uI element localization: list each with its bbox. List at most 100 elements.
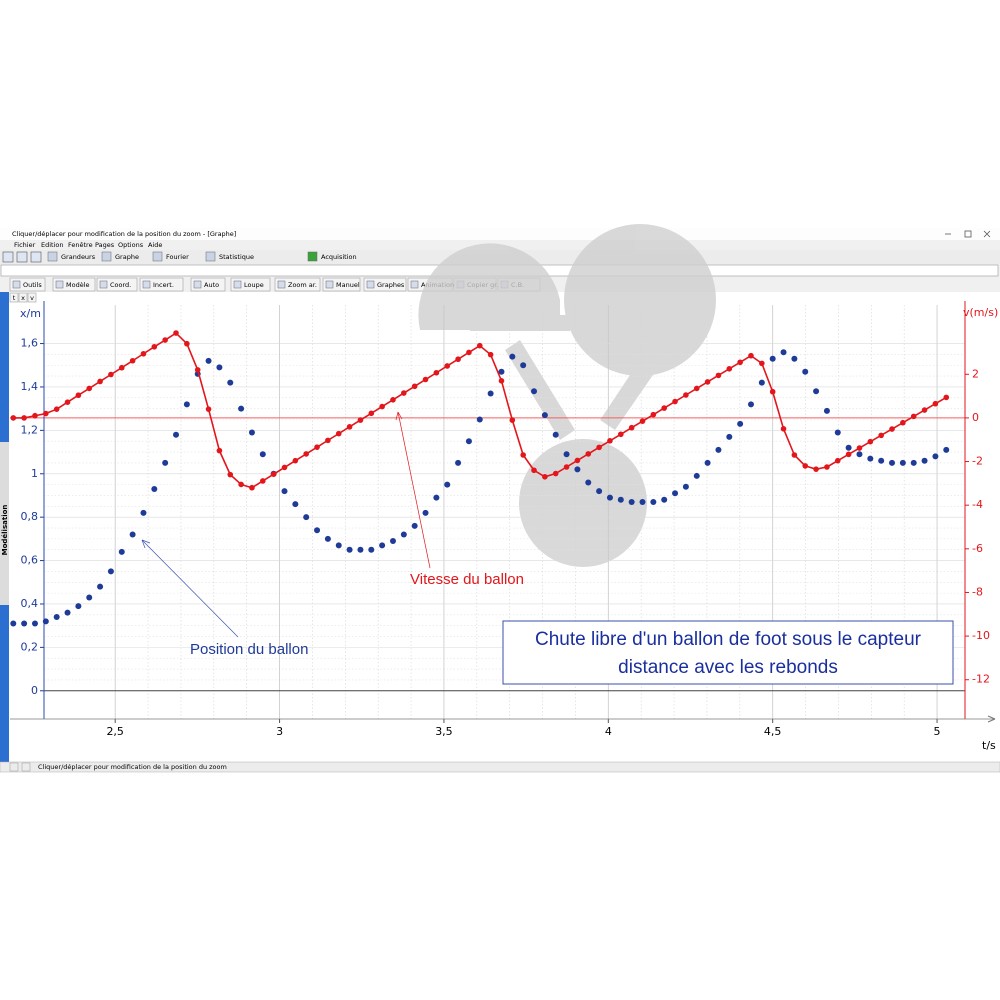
tool-icon[interactable] xyxy=(325,280,334,289)
tool-label[interactable]: Zoom ar. xyxy=(288,281,317,289)
data-point xyxy=(227,379,234,386)
menu-item[interactable]: Options xyxy=(118,241,144,249)
y2-tick-label: -8 xyxy=(972,585,983,598)
toolbar-icon[interactable] xyxy=(47,251,58,262)
data-point xyxy=(368,546,375,553)
tool-label[interactable]: Outils xyxy=(23,281,42,289)
data-point xyxy=(476,416,483,423)
tab[interactable] xyxy=(9,292,19,303)
tool-icon[interactable] xyxy=(277,280,286,289)
tool-label[interactable]: Auto xyxy=(204,281,219,289)
toolbar-icon[interactable] xyxy=(307,251,318,262)
data-point xyxy=(238,405,245,412)
tool-icon[interactable] xyxy=(99,280,108,289)
data-point xyxy=(379,403,385,410)
x-tick-label: 4 xyxy=(605,725,612,738)
data-point xyxy=(802,463,809,469)
data-point xyxy=(900,419,906,426)
data-point xyxy=(824,464,830,470)
data-point xyxy=(585,479,592,486)
toolbar-icon[interactable] xyxy=(152,251,163,262)
tool-button[interactable] xyxy=(363,277,407,292)
data-point xyxy=(780,426,787,432)
tool-icon[interactable] xyxy=(410,280,419,289)
tool-icon[interactable] xyxy=(55,280,64,289)
tool-icon[interactable] xyxy=(366,280,375,289)
tab-label[interactable]: x xyxy=(21,294,25,302)
menu-item[interactable]: Pages xyxy=(95,241,115,249)
toolbar-icon[interactable] xyxy=(16,251,28,263)
data-point xyxy=(802,368,809,375)
window-controls[interactable] xyxy=(945,230,991,238)
y-axis-label: x/m xyxy=(20,307,41,320)
y2-tick-label: -4 xyxy=(972,498,983,511)
tool-icon[interactable] xyxy=(142,280,151,289)
data-point xyxy=(715,446,722,453)
data-point xyxy=(118,364,125,371)
data-point xyxy=(129,531,136,538)
data-point xyxy=(932,400,939,407)
y2-tick-label: 2 xyxy=(972,367,979,380)
y-tick-label: 1,2 xyxy=(21,423,39,436)
annotation-arrow xyxy=(141,539,239,638)
data-point xyxy=(10,415,17,421)
data-point xyxy=(618,431,624,438)
tool-label[interactable]: Modèle xyxy=(66,281,90,289)
tab-label[interactable]: t xyxy=(13,294,16,302)
toolbar-button[interactable]: Acquisition xyxy=(321,253,357,261)
tool-label[interactable]: Incert. xyxy=(153,281,174,289)
menu-item[interactable]: Fichier xyxy=(14,241,36,249)
data-point xyxy=(542,474,548,480)
tool-icon[interactable] xyxy=(233,280,242,289)
tool-icon[interactable] xyxy=(193,280,202,289)
data-point xyxy=(487,390,494,397)
data-point xyxy=(943,446,950,453)
data-point xyxy=(281,488,288,495)
tab[interactable] xyxy=(18,292,28,303)
tab-label[interactable]: v xyxy=(30,294,34,302)
data-point xyxy=(216,447,223,454)
menu-item[interactable]: Fenêtre xyxy=(68,241,93,249)
menu-item[interactable]: Edition xyxy=(41,241,64,249)
data-point xyxy=(899,459,906,466)
menu-item[interactable]: Aide xyxy=(148,241,162,249)
data-point xyxy=(216,364,223,371)
toolbar-button[interactable]: Statistique xyxy=(219,253,254,261)
tool-label[interactable]: Coord. xyxy=(110,281,131,289)
data-point xyxy=(737,420,744,427)
data-point xyxy=(401,390,407,396)
toolbar-icon[interactable] xyxy=(30,251,42,263)
data-point xyxy=(422,509,429,516)
chart: 2,5 3 3,5 4 4,5 5 0 0,2 0,4 0,6 0,8 1 1,2 1,4 1,6 2 0 -2 -… xyxy=(10,301,998,752)
data-point xyxy=(465,438,472,445)
toolbar-button[interactable]: Graphe xyxy=(115,253,139,261)
data-point xyxy=(75,603,82,610)
tool-label[interactable]: Manuel xyxy=(336,281,360,289)
tool-label[interactable]: Graphes xyxy=(377,281,405,289)
data-point xyxy=(737,359,743,366)
tab[interactable] xyxy=(27,292,37,303)
toolbar-icon[interactable] xyxy=(205,251,216,262)
data-point xyxy=(227,471,234,478)
tool-button[interactable] xyxy=(139,277,184,292)
data-point xyxy=(607,438,613,444)
y2-tick-label: -2 xyxy=(972,455,983,468)
tool-button[interactable] xyxy=(274,277,321,292)
data-point xyxy=(487,351,494,358)
data-point xyxy=(563,464,570,470)
toolbar-button[interactable]: Fourier xyxy=(166,253,189,261)
data-point xyxy=(747,401,754,408)
toolbar-button[interactable]: Grandeurs xyxy=(61,253,96,261)
data-point xyxy=(173,431,180,438)
data-point xyxy=(357,417,364,423)
toolbar-buttons: Grandeurs Graphe Fourier Statistique Acquisi… xyxy=(2,251,357,263)
x-tick-label: 5 xyxy=(934,725,941,738)
data-point xyxy=(108,371,114,378)
toolbar-icon[interactable] xyxy=(2,251,14,263)
data-point xyxy=(303,451,309,457)
tool-button[interactable] xyxy=(52,277,96,292)
tool-icon[interactable] xyxy=(12,280,21,289)
toolbar-icon[interactable] xyxy=(101,251,112,262)
tool-label[interactable]: Loupe xyxy=(244,281,264,289)
data-point xyxy=(910,413,917,420)
